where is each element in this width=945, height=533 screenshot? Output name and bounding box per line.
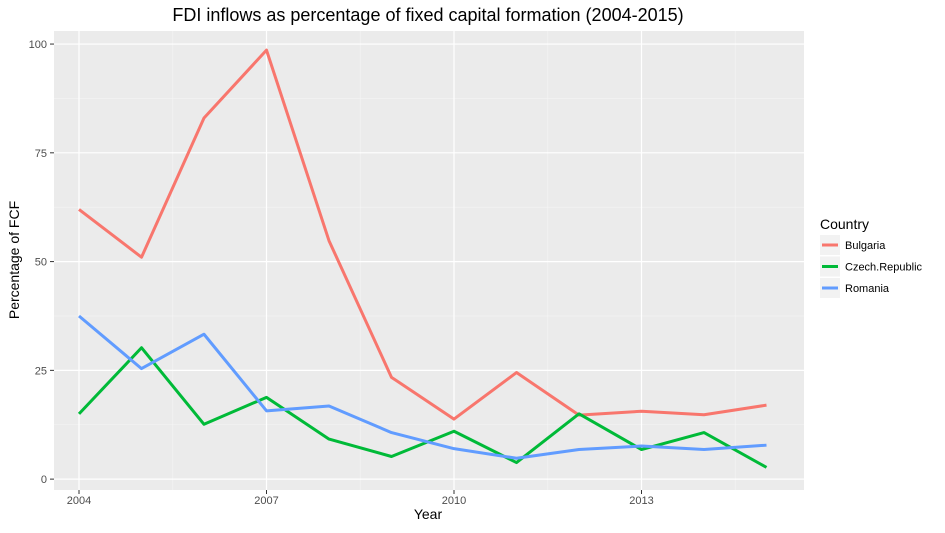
y-tick-label: 100 (29, 39, 47, 51)
plot-panel (54, 31, 804, 490)
x-tick-label: 2007 (254, 495, 278, 507)
x-axis-title: Year (414, 506, 443, 522)
chart-title: FDI inflows as percentage of fixed capit… (172, 5, 683, 25)
series-line-romania (78, 314, 767, 460)
x-tick-label: 2010 (442, 495, 466, 507)
y-tick-label: 50 (35, 257, 47, 269)
y-tick-label: 25 (35, 365, 47, 377)
x-tick-label: 2004 (67, 495, 91, 507)
legend: Country Bulgaria Czech.Republic Romania (820, 216, 923, 298)
series-line-bulgaria (78, 48, 767, 421)
grid-minor (54, 31, 804, 490)
y-tick-label: 75 (35, 148, 47, 160)
y-axis-title: Percentage of FCF (6, 201, 22, 319)
y-tick-label: 0 (41, 474, 47, 486)
legend-items: Bulgaria Czech.Republic Romania (820, 235, 923, 298)
x-axis: 2004 2007 2010 2013 (67, 490, 654, 507)
y-axis: 0 25 50 75 100 (29, 39, 54, 486)
legend-label-romania: Romania (845, 283, 890, 295)
legend-label-bulgaria: Bulgaria (845, 240, 886, 252)
legend-title: Country (820, 216, 869, 232)
x-tick-label: 2013 (629, 495, 653, 507)
legend-label-czech-republic: Czech.Republic (845, 262, 923, 274)
series-lines (77, 48, 768, 469)
